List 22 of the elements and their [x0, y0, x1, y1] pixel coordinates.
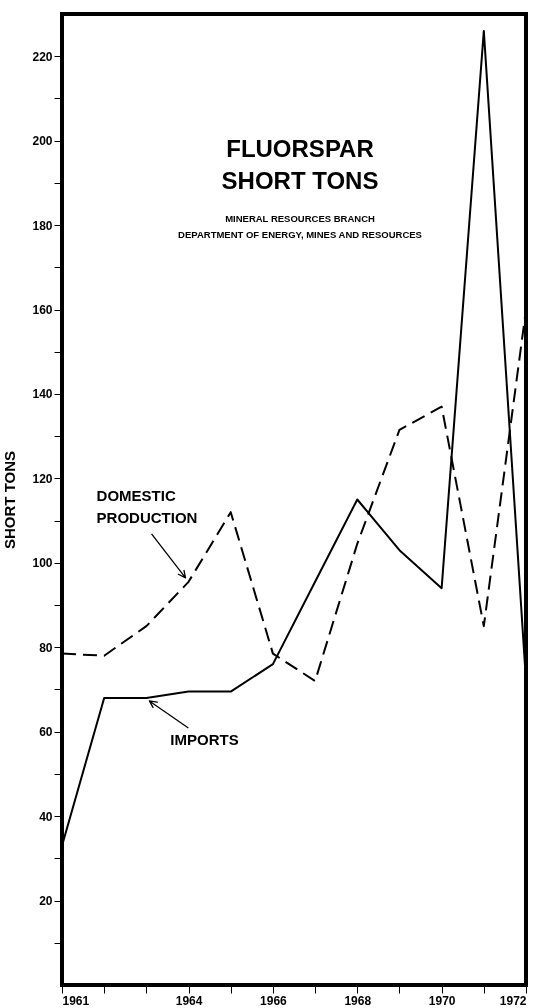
y-tick-label: 220 — [32, 49, 53, 64]
y-tick-label: 200 — [32, 134, 53, 149]
series-label: DOMESTIC PRODUCTION — [96, 486, 198, 526]
x-tick-label: 1961 — [62, 993, 90, 1008]
x-tick-label: 1972 — [499, 993, 527, 1008]
y-axis-title: SHORT TONS — [1, 450, 19, 550]
text: MINERAL RESOURCES BRANCH DEPARTMENT OF ENERGY, MINES AND RESOURCES — [178, 213, 422, 240]
y-tick-label: 160 — [32, 303, 53, 318]
y-tick-label: 40 — [39, 809, 53, 824]
y-tick-label: 60 — [39, 725, 53, 740]
x-tick-label: 1966 — [260, 993, 288, 1008]
y-tick-label: 20 — [39, 894, 53, 909]
y-tick-label: 180 — [32, 218, 53, 233]
legend-label: IMPORTS — [170, 730, 239, 748]
y-tick-label: 80 — [39, 640, 53, 655]
x-tick-label: 1964 — [175, 993, 203, 1008]
text: FLUORSPAR SHORT TONS — [221, 135, 379, 194]
y-tick-label: 100 — [32, 556, 53, 571]
y-tick-label: 120 — [32, 471, 53, 486]
x-tick-label: 1970 — [428, 993, 456, 1008]
x-tick-label: 1968 — [344, 993, 372, 1008]
y-tick-label: 140 — [32, 387, 53, 402]
